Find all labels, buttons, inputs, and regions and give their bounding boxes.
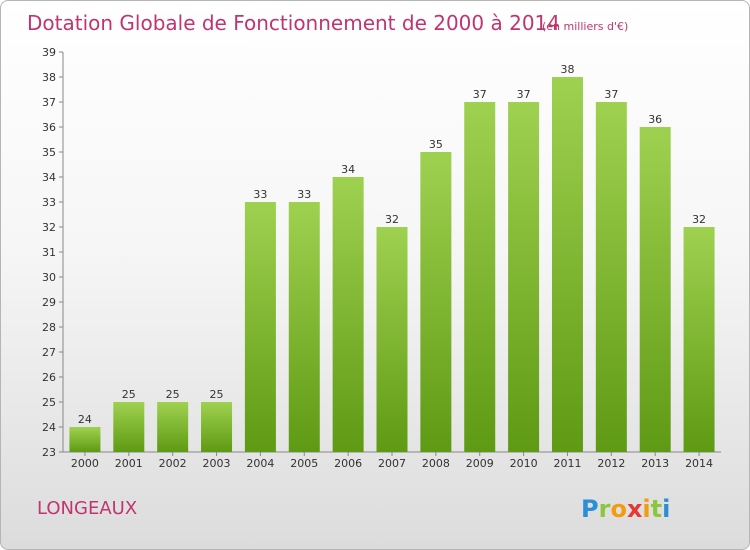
y-tick-label: 35 [42,146,56,159]
y-tick-label: 36 [42,121,56,134]
bars: 24 25 25 25 33 33 34 32 35 37 37 38 37 36 32 [69,63,715,452]
bar-value-label: 33 [253,188,267,201]
chart-subtitle: (en milliers d'€) [542,20,628,33]
chart-title: Dotation Globale de Fonctionnement de 20… [27,11,560,35]
bar-value-label: 25 [166,388,180,401]
logo-letter: i [642,495,650,523]
bar [376,227,408,452]
x-tick-label: 2009 [466,457,494,470]
y-tick-label: 27 [42,346,56,359]
bar [420,152,452,452]
bar-value-label: 24 [78,413,92,426]
logo-letter: r [599,495,611,523]
bar-value-label: 33 [297,188,311,201]
bar [639,127,671,452]
x-tick-label: 2013 [641,457,669,470]
y-tick-label: 24 [42,421,56,434]
bar-value-label: 37 [604,88,618,101]
bar [595,102,627,452]
bar-value-label: 32 [385,213,399,226]
bar-value-label: 25 [210,388,224,401]
bar-value-label: 32 [692,213,706,226]
y-tick-label: 31 [42,246,56,259]
x-tick-label: 2010 [510,457,538,470]
logo-letter: x [627,495,643,523]
y-tick-label: 29 [42,296,56,309]
bar [508,102,540,452]
commune-name: LONGEAUX [37,498,137,519]
bar [157,402,189,452]
logo-letter: t [651,495,662,523]
bar [69,427,101,452]
x-tick-label: 2006 [334,457,362,470]
x-tick-label: 2012 [597,457,625,470]
y-tick-label: 25 [42,396,56,409]
proxiti-logo: Proxiti [581,495,670,523]
x-tick-label: 2000 [71,457,99,470]
y-tick-label: 34 [42,171,56,184]
x-tick-label: 2014 [685,457,713,470]
x-tick-label: 2005 [290,457,318,470]
bar [201,402,233,452]
y-tick-label: 32 [42,221,56,234]
bar [288,202,320,452]
y-tick-label: 28 [42,321,56,334]
bar-value-label: 38 [560,63,574,76]
bar [464,102,496,452]
x-tick-label: 2008 [422,457,450,470]
logo-letter: P [581,495,599,523]
bar [332,177,364,452]
logo-letter: o [610,495,627,523]
y-tick-label: 23 [42,446,56,459]
y-tick-label: 33 [42,196,56,209]
x-tick-label: 2002 [159,457,187,470]
x-tick-label: 2001 [115,457,143,470]
x-tick-label: 2003 [203,457,231,470]
bar-value-label: 34 [341,163,355,176]
y-tick-label: 39 [42,46,56,59]
bar [113,402,145,452]
bar-value-label: 37 [517,88,531,101]
bar-value-label: 36 [648,113,662,126]
bar-value-label: 35 [429,138,443,151]
x-tick-label: 2004 [246,457,274,470]
y-tick-label: 26 [42,371,56,384]
bar-value-label: 25 [122,388,136,401]
x-tick-label: 2007 [378,457,406,470]
bar [244,202,276,452]
bar-value-label: 37 [473,88,487,101]
logo-letter: i [662,495,670,523]
y-tick-label: 37 [42,96,56,109]
bar [683,227,715,452]
bar [551,77,583,452]
axes: 23 24 25 26 27 28 29 30 31 32 33 34 35 36 37 38 39 2000 20… [42,46,721,470]
x-tick-label: 2011 [553,457,581,470]
y-tick-label: 30 [42,271,56,284]
y-tick-label: 38 [42,71,56,84]
